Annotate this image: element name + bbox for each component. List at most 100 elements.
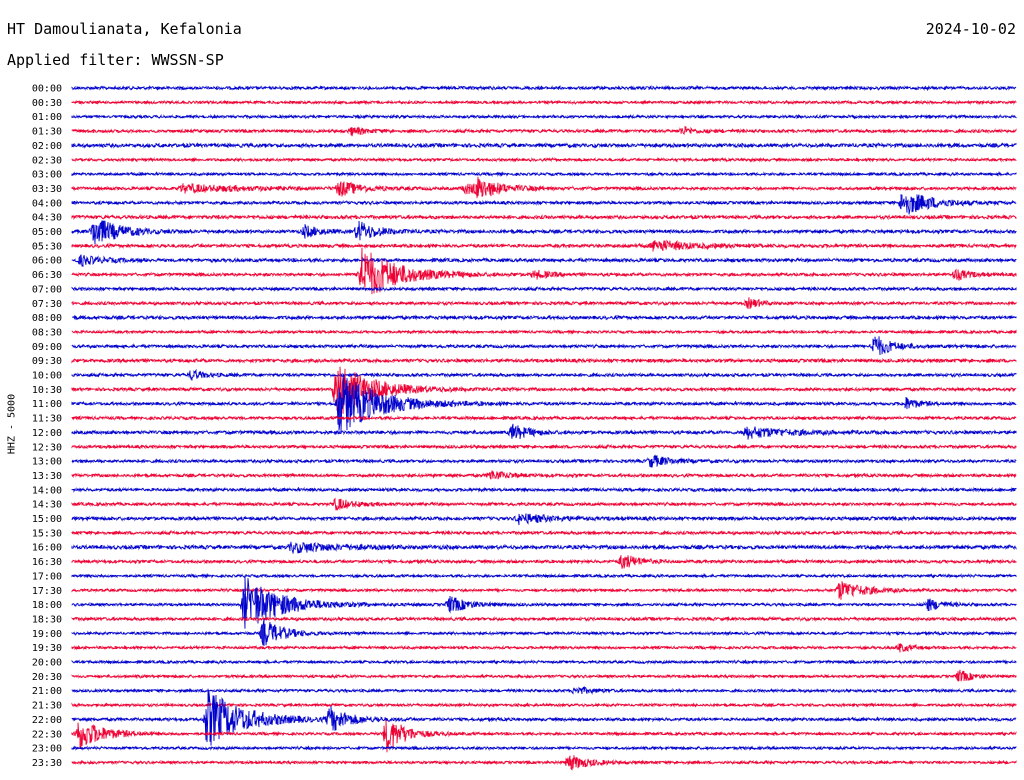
trace-row [71, 156, 1017, 163]
trace-row [71, 113, 1017, 120]
row-time-label: 20:00 [32, 658, 62, 669]
row-time-label: 04:00 [32, 198, 62, 209]
row-time-label: 22:00 [32, 715, 62, 726]
trace-row [71, 247, 1017, 295]
trace-row [71, 755, 1017, 771]
trace-row [71, 497, 1017, 511]
trace-row [71, 414, 1017, 422]
trace-row [71, 615, 1017, 623]
trace-row [71, 669, 1017, 683]
row-time-label: 18:30 [32, 614, 62, 625]
row-time-label: 09:00 [32, 342, 62, 353]
trace-row [71, 685, 1017, 695]
row-time-label: 01:30 [32, 127, 62, 138]
filter-label: Applied filter: WWSSN-SP [7, 51, 224, 69]
row-time-label: 23:00 [32, 744, 62, 755]
date-label: 2024-10-02 [925, 20, 1016, 38]
trace-row [71, 470, 1017, 480]
row-time-label: 08:00 [32, 313, 62, 324]
row-time-label: 01:00 [32, 112, 62, 123]
trace-row [71, 285, 1017, 292]
trace-row [71, 357, 1017, 364]
row-time-label: 18:00 [32, 600, 62, 611]
trace-row [71, 555, 1017, 569]
row-time-label: 22:30 [32, 729, 62, 740]
trace-row [71, 374, 1017, 432]
trace-row [71, 486, 1017, 493]
trace-row [71, 126, 1017, 137]
trace-row [71, 141, 1017, 149]
trace-row [71, 368, 1017, 381]
row-time-label: 21:00 [32, 686, 62, 697]
trace-row [71, 688, 1017, 746]
row-time-label: 13:30 [32, 471, 62, 482]
row-time-label: 05:30 [32, 241, 62, 252]
row-time-label: 16:30 [32, 557, 62, 568]
row-time-label: 10:30 [32, 385, 62, 396]
row-time-label: 07:30 [32, 299, 62, 310]
trace-row [71, 336, 1017, 356]
trace-row [71, 366, 1017, 414]
row-time-label: 06:00 [32, 256, 62, 267]
row-time-label: 03:00 [32, 170, 62, 181]
trace-row [71, 171, 1017, 178]
row-time-label: 07:00 [32, 284, 62, 295]
trace-row [71, 423, 1017, 440]
trace-row [71, 719, 1017, 753]
trace-row [71, 239, 1017, 252]
row-time-label: 20:30 [32, 672, 62, 683]
row-time-label: 17:30 [32, 586, 62, 597]
row-time-label: 15:30 [32, 528, 62, 539]
row-time-label: 19:00 [32, 629, 62, 640]
trace-row [71, 702, 1017, 708]
row-time-label: 12:00 [32, 428, 62, 439]
row-time-label: 00:30 [32, 98, 62, 109]
row-time-label: 02:00 [32, 141, 62, 152]
trace-row [71, 572, 1017, 579]
trace-row [71, 659, 1017, 665]
row-time-label: 14:00 [32, 485, 62, 496]
trace-row [71, 581, 1017, 600]
row-time-label: 14:30 [32, 500, 62, 511]
trace-row [71, 745, 1017, 752]
row-time-label: 21:30 [32, 701, 62, 712]
trace-row [71, 84, 1017, 92]
row-time-label: 08:30 [32, 327, 62, 338]
row-time-label: 06:30 [32, 270, 62, 281]
trace-row [71, 529, 1017, 536]
row-time-label: 23:30 [32, 758, 62, 769]
trace-row [71, 329, 1017, 335]
row-time-label: 17:00 [32, 571, 62, 582]
row-time-label: 10:00 [32, 371, 62, 382]
row-time-label: 05:00 [32, 227, 62, 238]
station-title: HT Damoulianata, Kefalonia [7, 20, 242, 38]
trace-row [71, 443, 1017, 450]
trace-row [71, 220, 1017, 245]
trace-row [71, 194, 1017, 215]
row-time-label: 03:30 [32, 184, 62, 195]
row-time-label: 11:00 [32, 399, 62, 410]
trace-row [71, 297, 1017, 310]
row-time-label: 15:00 [32, 514, 62, 525]
row-time-label: 16:00 [32, 543, 62, 554]
trace-row [71, 254, 1017, 268]
trace-row [71, 513, 1017, 526]
trace-row [71, 176, 1017, 199]
trace-row [71, 642, 1017, 653]
row-time-label: 00:00 [32, 84, 62, 95]
trace-row [71, 314, 1017, 321]
trace-row [71, 541, 1017, 554]
trace-row [71, 213, 1017, 221]
row-time-label: 09:30 [32, 356, 62, 367]
row-time-label: 13:00 [32, 457, 62, 468]
trace-row [71, 576, 1017, 629]
trace-row [71, 99, 1017, 106]
row-time-label: 12:30 [32, 442, 62, 453]
trace-row [71, 618, 1017, 647]
row-time-label: 11:30 [32, 414, 62, 425]
row-time-label: 02:30 [32, 155, 62, 166]
trace-row [71, 454, 1017, 468]
row-time-label: 19:30 [32, 643, 62, 654]
row-time-label: 04:30 [32, 213, 62, 224]
